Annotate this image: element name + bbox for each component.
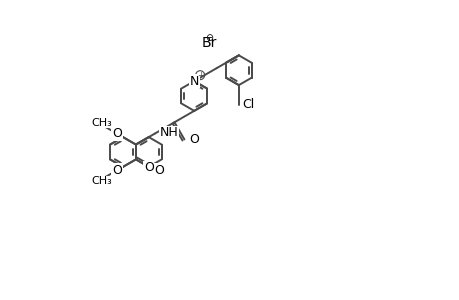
Text: NH: NH	[159, 126, 178, 139]
Text: O: O	[144, 161, 153, 174]
Text: +: +	[196, 71, 203, 80]
Text: O: O	[153, 164, 163, 177]
Text: Cl: Cl	[241, 98, 253, 111]
Text: N: N	[189, 75, 198, 88]
Text: CH₃: CH₃	[91, 118, 112, 128]
Text: O: O	[112, 127, 122, 140]
Text: Br: Br	[201, 37, 216, 50]
Text: ⊖: ⊖	[205, 32, 213, 43]
Text: O: O	[112, 164, 122, 177]
Text: O: O	[189, 133, 199, 146]
Text: CH₃: CH₃	[91, 176, 112, 186]
